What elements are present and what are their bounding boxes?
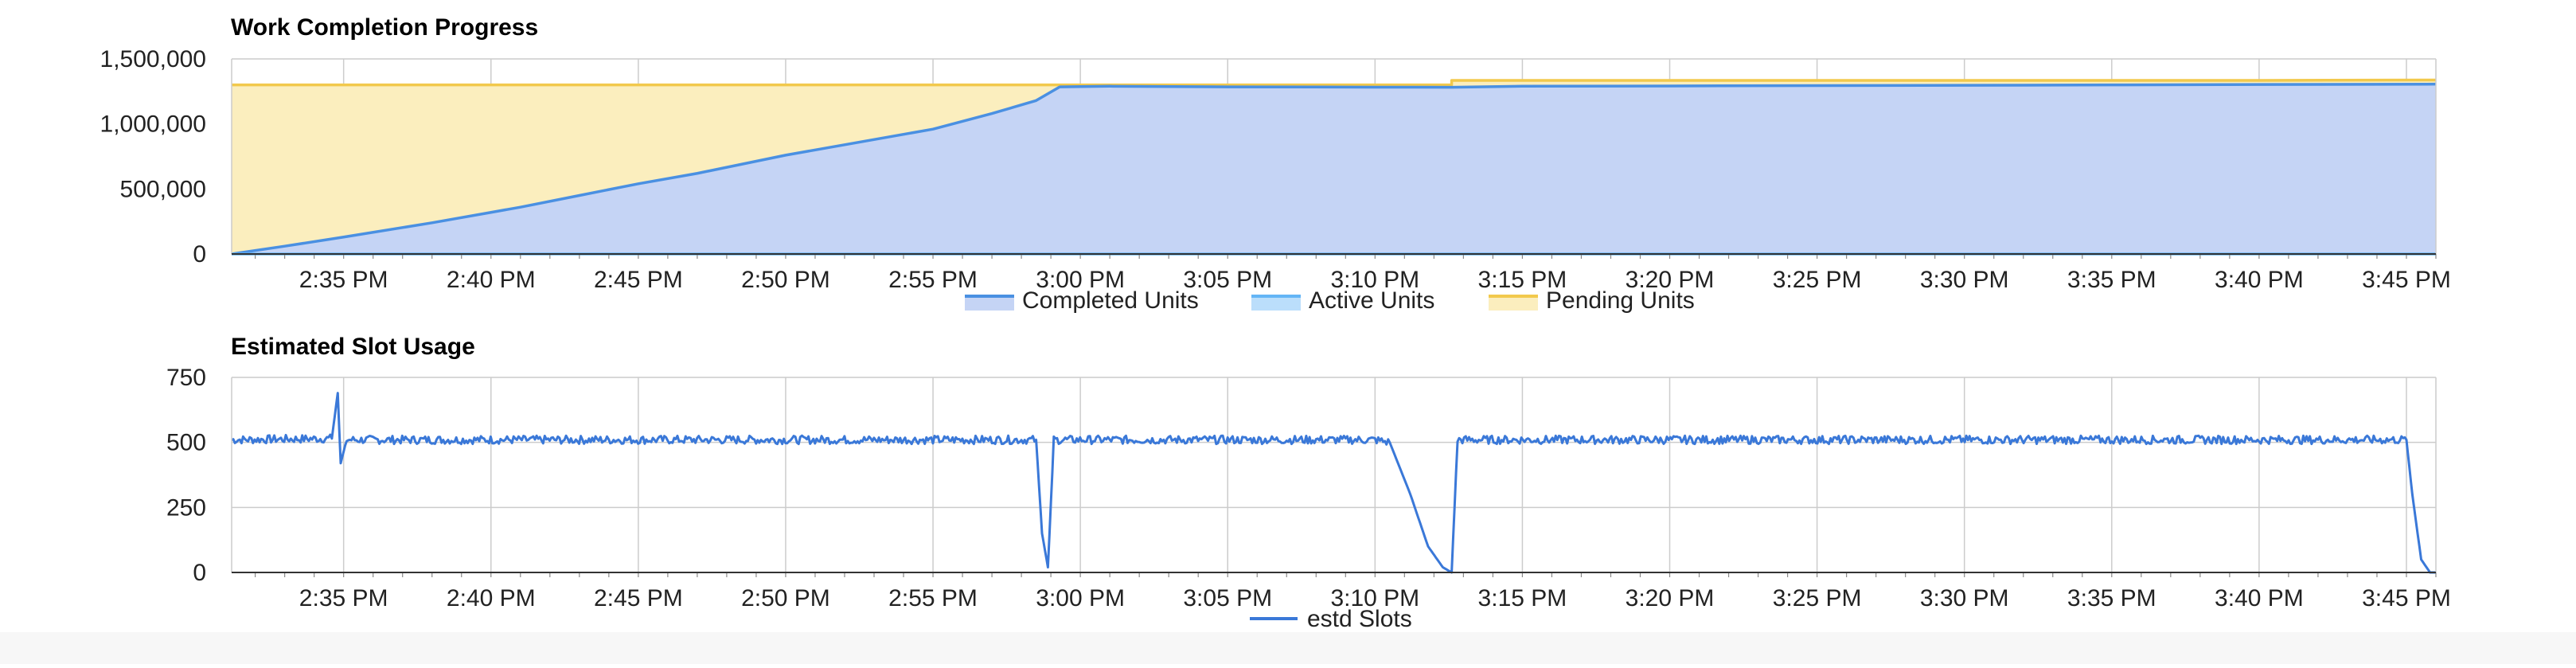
estd-slots-legend-label: estd Slots (1307, 606, 1412, 632)
x-tick-label: 3:10 PM (1330, 267, 1419, 293)
y-tick-label: 1,500,000 (100, 46, 206, 72)
y-tick-label: 750 (166, 365, 206, 391)
completed-units-legend-swatch (965, 295, 1014, 311)
x-tick-label: 3:20 PM (1626, 585, 1715, 611)
chart2-gridlines (232, 377, 2436, 572)
x-tick-label: 3:45 PM (2362, 267, 2451, 293)
chart1-axes (231, 59, 2437, 259)
x-tick-label: 3:35 PM (2067, 267, 2156, 293)
completed-units-line (231, 82, 2437, 256)
x-tick-label: 2:50 PM (741, 585, 830, 611)
x-tick-label: 3:45 PM (2362, 585, 2451, 611)
footer-band (0, 632, 2576, 664)
completed-units-legend-label: Completed Units (1022, 287, 1199, 314)
work-completion-chart: Work Completion Progress 0 500,000 1,000,0… (100, 14, 2451, 314)
y-tick-label: 500 (166, 430, 206, 456)
y-tick-label: 1,000,000 (100, 111, 206, 138)
active-units-legend-label: Active Units (1309, 287, 1434, 314)
x-tick-label: 2:45 PM (594, 267, 683, 293)
x-tick-label: 3:05 PM (1183, 585, 1272, 611)
completed-units-area (232, 84, 2436, 254)
pending-units-line (232, 78, 2437, 87)
x-tick-label: 2:35 PM (299, 267, 388, 293)
x-tick-label: 3:25 PM (1773, 267, 1862, 293)
x-tick-label: 3:30 PM (1920, 267, 2009, 293)
x-tick-label: 3:30 PM (1920, 585, 2009, 611)
x-tick-label: 3:00 PM (1036, 585, 1125, 611)
chart2-y-ticks: 0 250 500 750 (166, 365, 206, 586)
chart2-title: Estimated Slot Usage (231, 334, 475, 360)
x-tick-label: 3:10 PM (1330, 585, 1419, 611)
x-tick-label: 3:35 PM (2067, 585, 2156, 611)
chart2-legend: estd Slots (1250, 606, 1412, 632)
x-tick-label: 3:15 PM (1478, 585, 1567, 611)
estd-slots-line (231, 392, 2436, 574)
chart1-title: Work Completion Progress (231, 14, 538, 41)
x-tick-label: 2:35 PM (299, 585, 388, 611)
x-tick-label: 3:15 PM (1478, 267, 1567, 293)
x-tick-label: 2:40 PM (447, 267, 536, 293)
pending-units-legend-swatch (1489, 295, 1538, 311)
x-tick-label: 2:55 PM (888, 267, 978, 293)
x-tick-label: 2:55 PM (888, 585, 978, 611)
chart2-axes (231, 377, 2437, 577)
x-tick-label: 3:05 PM (1183, 267, 1272, 293)
y-tick-label: 250 (166, 494, 206, 521)
x-tick-label: 2:40 PM (447, 585, 536, 611)
chart2-lines (231, 392, 2436, 574)
pending-units-legend-label: Pending Units (1546, 287, 1695, 314)
y-tick-label: 500,000 (120, 176, 206, 202)
x-tick-label: 3:00 PM (1036, 267, 1125, 293)
x-tick-label: 3:20 PM (1626, 267, 1715, 293)
active-units-legend-swatch (1251, 295, 1301, 311)
chart2-x-ticks: 2:35 PM 2:40 PM 2:45 PM 2:50 PM 2:55 PM 3:00 … (299, 585, 2451, 611)
chart1-legend: Completed Units Active Units Pending Units (965, 287, 1695, 314)
y-tick-label: 0 (193, 560, 206, 586)
x-tick-label: 2:50 PM (741, 267, 830, 293)
x-tick-label: 3:25 PM (1773, 585, 1862, 611)
x-tick-label: 3:40 PM (2215, 267, 2304, 293)
chart1-y-ticks: 0 500,000 1,000,000 1,500,000 (100, 46, 206, 268)
chart1-x-ticks: 2:35 PM 2:40 PM 2:45 PM 2:50 PM 2:55 PM 3:00 … (299, 267, 2451, 293)
x-tick-label: 3:40 PM (2215, 585, 2304, 611)
y-tick-label: 0 (193, 241, 206, 268)
x-tick-label: 2:45 PM (594, 585, 683, 611)
chart1-areas (231, 78, 2437, 256)
